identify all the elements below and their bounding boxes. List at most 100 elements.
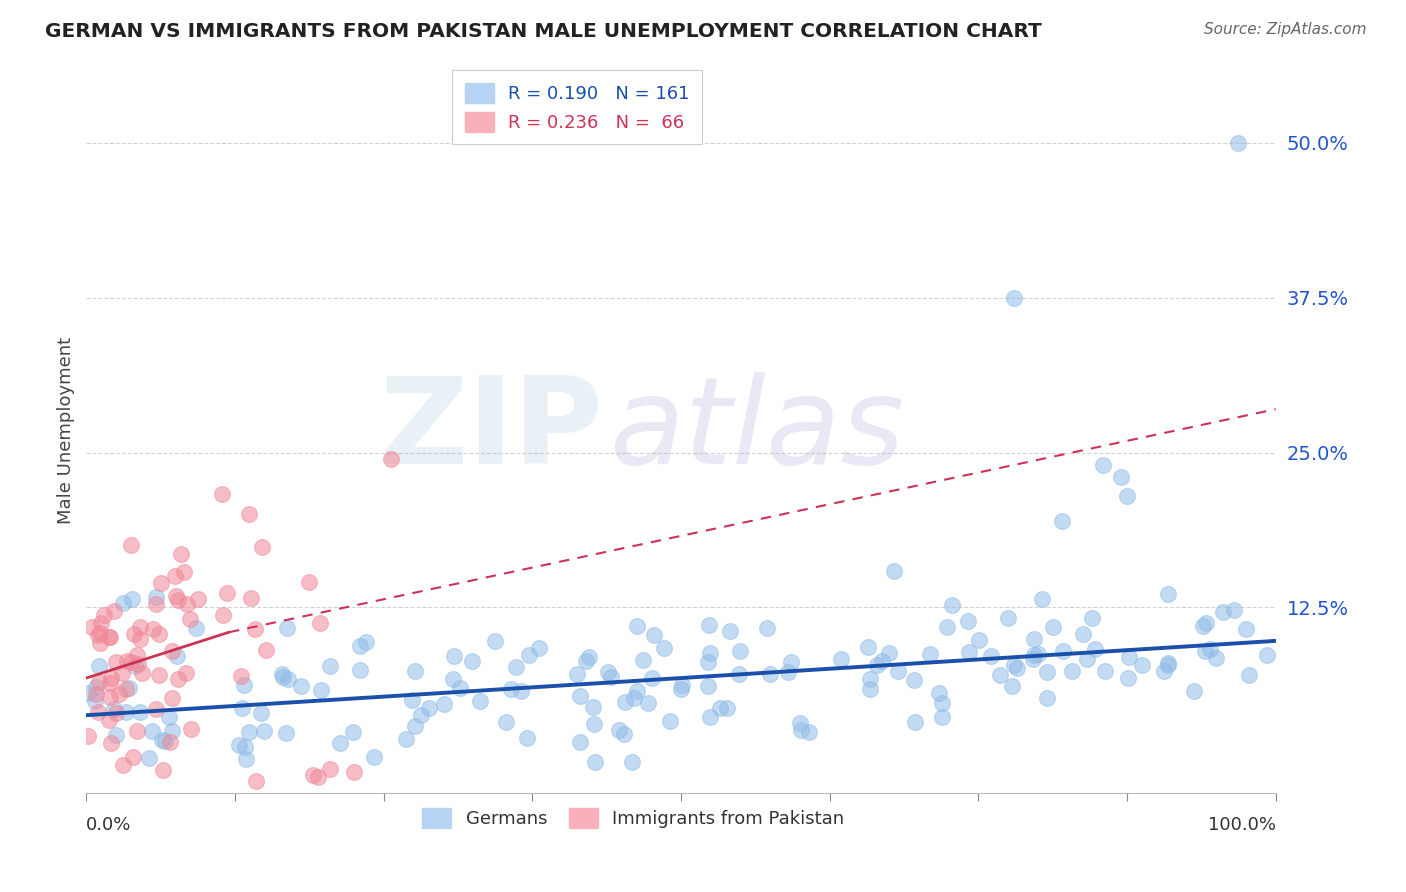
Point xyxy=(115,705,138,719)
Point xyxy=(709,701,731,715)
Point xyxy=(756,621,779,635)
Point xyxy=(1031,591,1053,606)
Point xyxy=(89,625,111,640)
Point xyxy=(1256,648,1278,662)
Point xyxy=(142,622,165,636)
Point xyxy=(98,713,121,727)
Point xyxy=(159,735,181,749)
Point xyxy=(856,640,879,654)
Point xyxy=(145,702,167,716)
Point xyxy=(271,670,294,684)
Point xyxy=(228,738,250,752)
Point xyxy=(235,752,257,766)
Point xyxy=(1002,291,1025,305)
Point xyxy=(276,622,298,636)
Point xyxy=(1005,661,1028,675)
Point xyxy=(87,659,110,673)
Text: ZIP: ZIP xyxy=(380,372,603,490)
Point xyxy=(643,628,665,642)
Point xyxy=(148,668,170,682)
Point xyxy=(931,710,953,724)
Point xyxy=(607,723,630,737)
Point xyxy=(797,725,820,739)
Point xyxy=(1050,514,1073,528)
Point xyxy=(449,681,471,696)
Point xyxy=(652,641,675,656)
Point xyxy=(77,729,100,743)
Point xyxy=(329,736,352,750)
Point xyxy=(124,627,146,641)
Point xyxy=(404,665,426,679)
Point xyxy=(112,596,135,610)
Point xyxy=(131,665,153,680)
Point xyxy=(138,751,160,765)
Point xyxy=(98,630,121,644)
Point xyxy=(697,679,720,693)
Point xyxy=(105,655,128,669)
Point xyxy=(167,672,190,686)
Point xyxy=(1118,649,1140,664)
Point xyxy=(461,654,484,668)
Point xyxy=(583,755,606,769)
Point xyxy=(830,652,852,666)
Point xyxy=(418,700,440,714)
Point xyxy=(1036,665,1059,679)
Point xyxy=(127,657,149,671)
Point xyxy=(245,774,267,789)
Point xyxy=(957,645,980,659)
Point xyxy=(789,715,811,730)
Point xyxy=(671,678,693,692)
Point xyxy=(117,681,139,696)
Point xyxy=(1239,668,1261,682)
Legend: Germans, Immigrants from Pakistan: Germans, Immigrants from Pakistan xyxy=(415,801,852,835)
Point xyxy=(443,672,465,686)
Point xyxy=(935,620,957,634)
Point xyxy=(120,655,142,669)
Point xyxy=(903,673,925,687)
Point xyxy=(696,655,718,669)
Y-axis label: Male Unemployment: Male Unemployment xyxy=(58,337,75,524)
Point xyxy=(211,486,233,500)
Point xyxy=(129,619,152,633)
Point xyxy=(1153,664,1175,678)
Text: atlas: atlas xyxy=(610,372,905,490)
Point xyxy=(583,717,606,731)
Point xyxy=(727,667,749,681)
Point xyxy=(866,658,889,673)
Point xyxy=(253,724,276,739)
Point xyxy=(122,749,145,764)
Point xyxy=(243,622,266,636)
Point xyxy=(432,697,454,711)
Point xyxy=(859,672,882,686)
Point xyxy=(1052,644,1074,658)
Point xyxy=(631,653,654,667)
Point xyxy=(98,676,121,690)
Point xyxy=(1076,652,1098,666)
Point xyxy=(153,733,176,747)
Point xyxy=(98,690,121,704)
Point xyxy=(1223,603,1246,617)
Text: Source: ZipAtlas.com: Source: ZipAtlas.com xyxy=(1204,22,1367,37)
Point xyxy=(238,508,260,522)
Point xyxy=(600,670,623,684)
Point xyxy=(89,636,111,650)
Point xyxy=(302,767,325,781)
Point xyxy=(233,740,256,755)
Point xyxy=(121,591,143,606)
Point xyxy=(87,705,110,719)
Point xyxy=(401,692,423,706)
Point xyxy=(1182,684,1205,698)
Point xyxy=(309,682,332,697)
Point xyxy=(1080,611,1102,625)
Point xyxy=(342,724,364,739)
Point xyxy=(931,696,953,710)
Point xyxy=(780,655,803,669)
Point xyxy=(104,706,127,720)
Text: 100.0%: 100.0% xyxy=(1208,815,1275,833)
Point xyxy=(1109,470,1132,484)
Point xyxy=(928,686,950,700)
Point xyxy=(1026,648,1049,662)
Point xyxy=(277,672,299,686)
Point xyxy=(98,630,121,644)
Point xyxy=(1212,605,1234,619)
